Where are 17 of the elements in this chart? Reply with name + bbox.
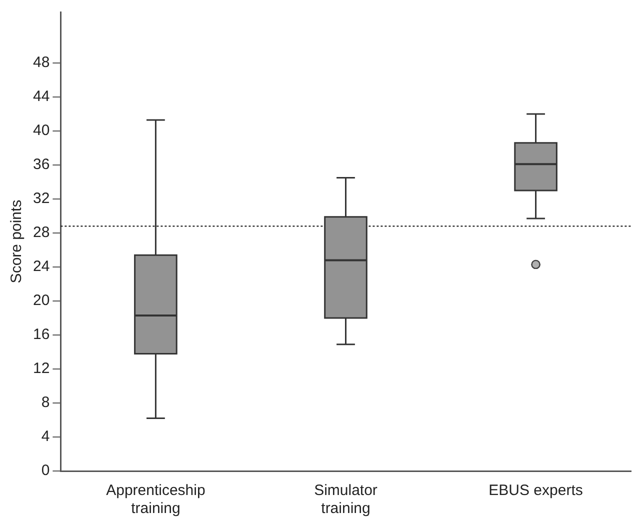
y-tick-label: 12 bbox=[32, 360, 50, 378]
y-tick-label: 32 bbox=[32, 190, 50, 208]
y-tick-label: 24 bbox=[32, 258, 50, 276]
x-tick-label: Apprenticeship training bbox=[106, 482, 206, 518]
y-tick-label: 28 bbox=[32, 224, 50, 242]
y-tick-label: 8 bbox=[41, 394, 50, 412]
y-tick-label: 4 bbox=[41, 428, 50, 446]
y-tick-label: 36 bbox=[32, 156, 50, 174]
y-tick-label: 40 bbox=[32, 122, 50, 140]
y-tick-label: 20 bbox=[32, 292, 50, 310]
y-axis-title: Score points bbox=[8, 200, 26, 284]
y-tick-label: 48 bbox=[32, 54, 50, 72]
y-tick-label: 44 bbox=[32, 88, 50, 106]
x-tick-label: Simulator training bbox=[314, 482, 378, 518]
y-tick-label: 0 bbox=[41, 462, 50, 480]
x-tick-label: EBUS experts bbox=[488, 482, 583, 500]
y-tick-label: 16 bbox=[32, 326, 50, 344]
